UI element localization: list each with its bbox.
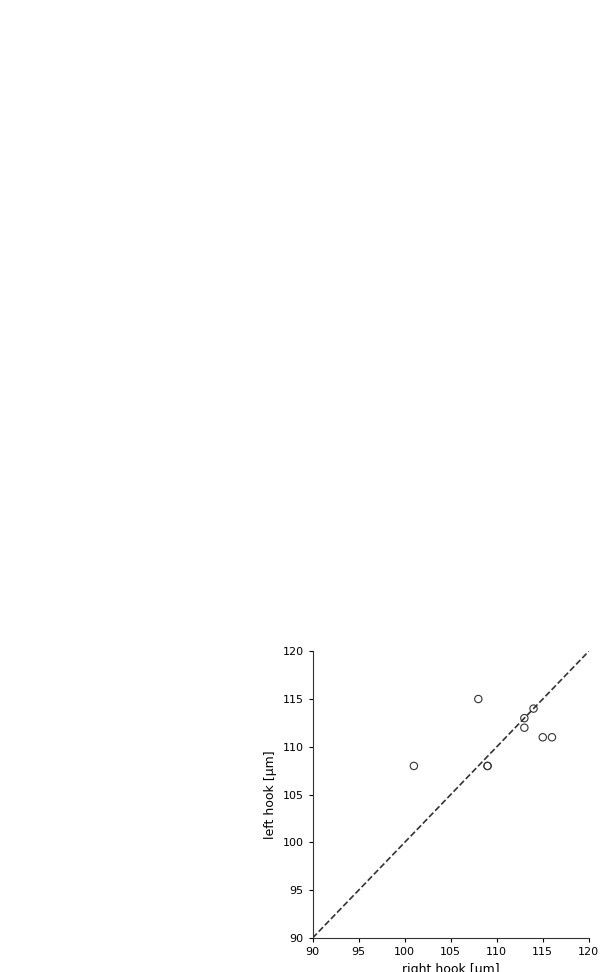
Point (483, 758, 492, 774)
Y-axis label: left hook [µm]: left hook [µm] (264, 750, 277, 839)
Point (473, 691, 483, 707)
Point (547, 730, 557, 746)
Point (520, 711, 529, 726)
X-axis label: right hook [µm]: right hook [µm] (402, 962, 500, 972)
Point (520, 720, 529, 736)
Point (409, 758, 419, 774)
Point (538, 730, 548, 746)
Point (483, 758, 492, 774)
Point (529, 701, 538, 716)
